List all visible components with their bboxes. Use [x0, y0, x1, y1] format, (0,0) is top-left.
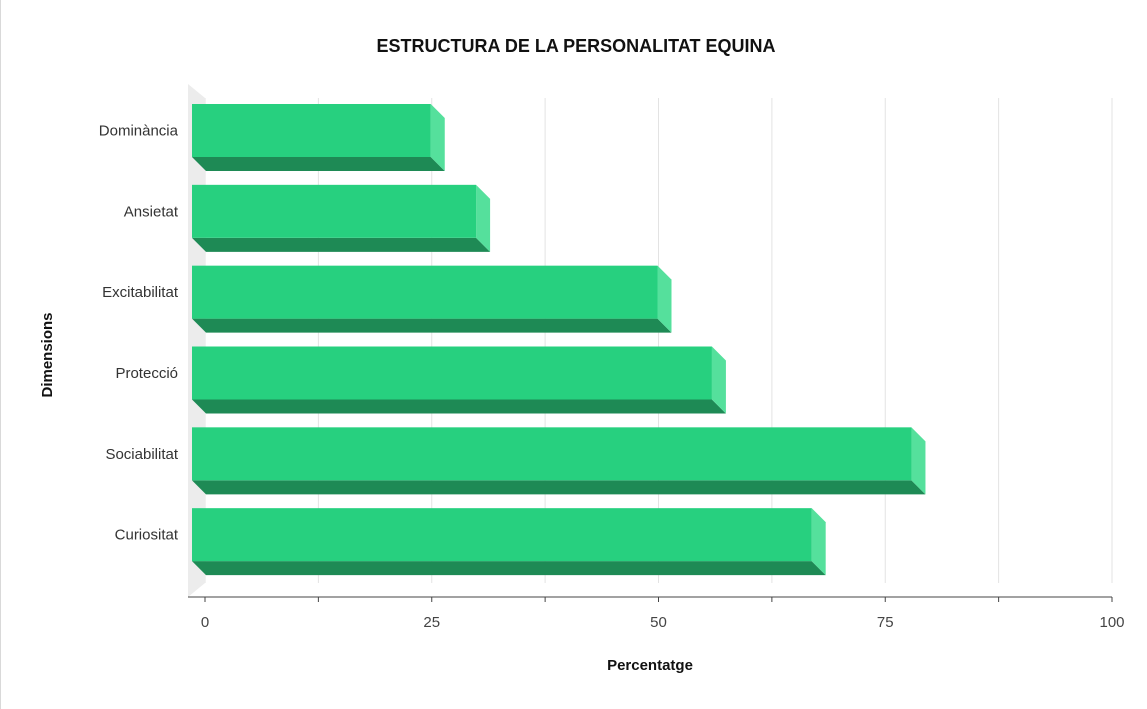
bar-end-face [711, 346, 726, 414]
bar-bottom-face [192, 399, 726, 414]
y-axis: Dominància Ansietat Excitabilitat Protecció… [99, 123, 179, 544]
bar-bottom-face [192, 157, 445, 171]
bar-bottom-face [192, 318, 672, 333]
bar-end-face [430, 104, 445, 171]
bar [192, 104, 445, 171]
x-tick-label: 50 [650, 614, 667, 631]
x-axis-title: Percentatge [607, 657, 693, 674]
bar [192, 184, 491, 252]
y-category-label: Sociabilitat [105, 446, 178, 463]
bar-bottom-face [192, 237, 491, 252]
x-tick-label: 25 [423, 614, 440, 631]
y-category-label: Protecció [115, 365, 178, 382]
bar-front-face [192, 427, 912, 481]
x-axis: 0 25 50 75 100 [188, 596, 1125, 631]
x-tick-label: 0 [201, 614, 209, 631]
x-tick-label: 75 [877, 614, 894, 631]
y-category-label: Ansietat [124, 203, 179, 220]
bars-group [192, 104, 926, 576]
bar-end-face [811, 508, 826, 576]
y-axis-title: Dimensions [39, 312, 56, 397]
bar [192, 346, 726, 414]
y-category-label: Dominància [99, 123, 179, 140]
bar-front-face [192, 346, 712, 400]
gridlines [204, 98, 1113, 583]
bar [192, 508, 826, 576]
x-tick-label: 100 [1099, 614, 1124, 631]
bar-front-face [192, 265, 658, 319]
y-category-label: Excitabilitat [102, 284, 179, 301]
bar-end-face [476, 184, 491, 252]
bar-front-face [192, 104, 431, 157]
bar-end-face [911, 427, 926, 495]
bar [192, 265, 672, 333]
bar-bottom-face [192, 480, 926, 495]
chart-title: ESTRUCTURA DE LA PERSONALITAT EQUINA [377, 36, 776, 56]
bar [192, 427, 926, 495]
y-category-label: Curiositat [115, 527, 179, 544]
bar-bottom-face [192, 561, 826, 576]
bar-end-face [657, 265, 672, 333]
bar-front-face [192, 508, 812, 562]
bar-front-face [192, 184, 477, 238]
